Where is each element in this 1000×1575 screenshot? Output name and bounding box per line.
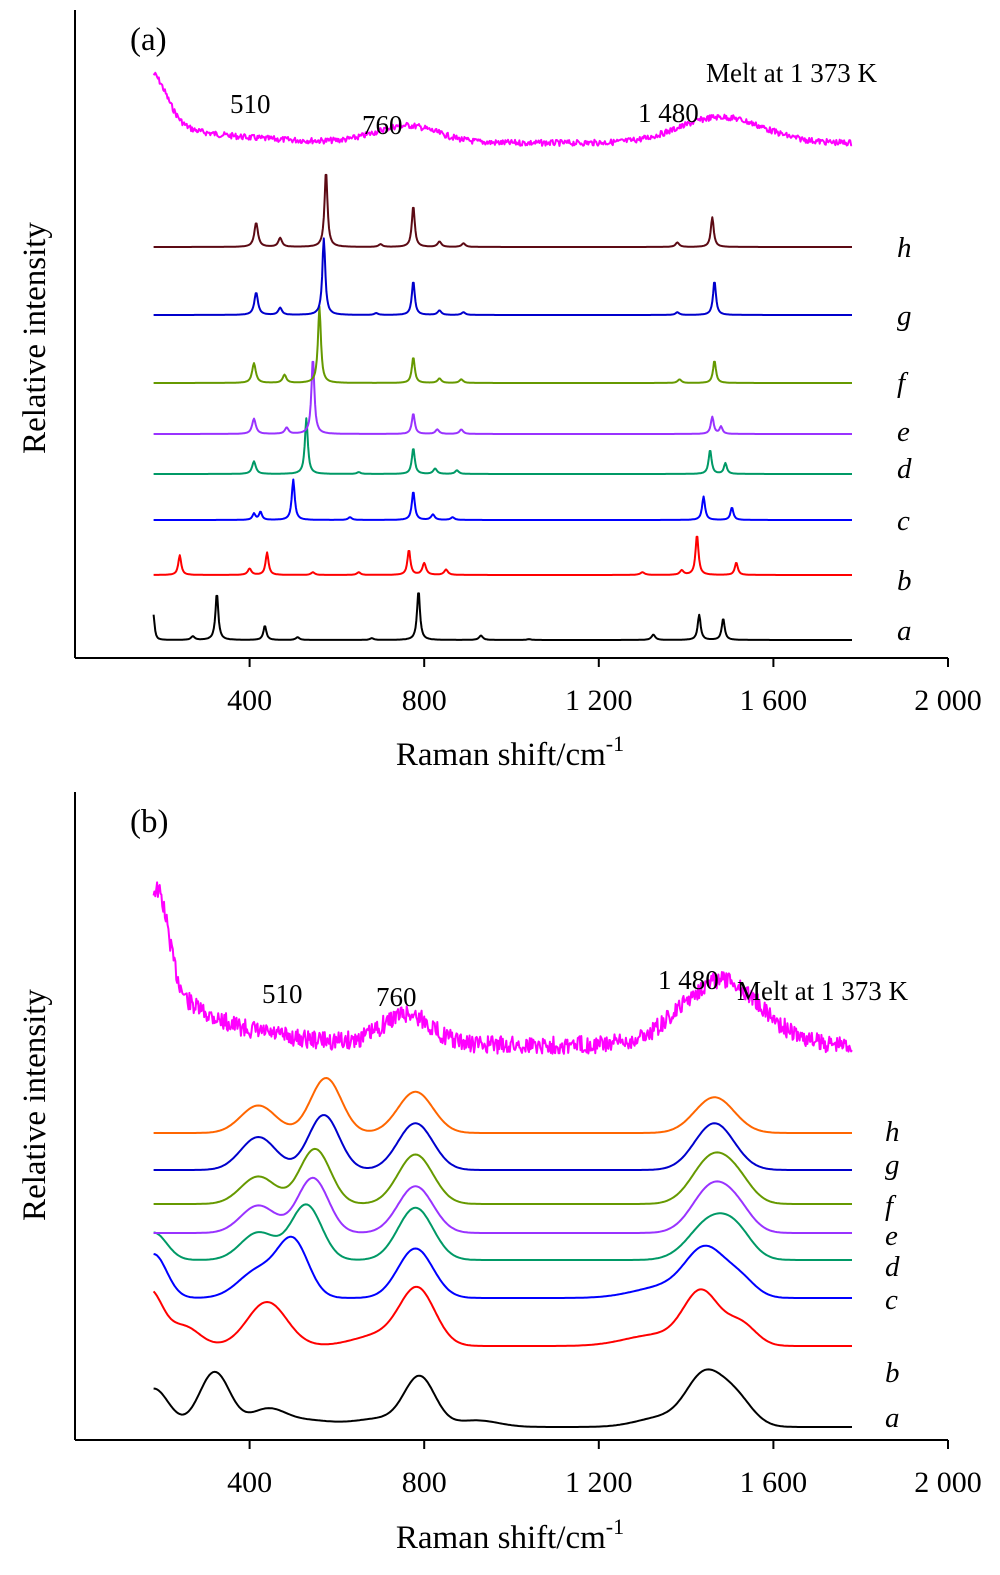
panel-b-curves: [152, 881, 853, 1428]
panel-b-series-label-h: h: [885, 1116, 900, 1148]
panel-b-x-tick-label-400: 400: [227, 1466, 272, 1499]
panel-b-peak-label-1480: 1 480: [658, 965, 719, 995]
panel-b-series-b: [152, 1285, 852, 1347]
panel-b-series-h: [153, 1077, 852, 1134]
panel-b-melt-label: Melt at 1 373 K: [737, 976, 908, 1006]
panel-a-series-g: [153, 237, 853, 316]
panel-a-series-b: [153, 535, 853, 576]
panel-b-series-label-a: a: [885, 1402, 900, 1434]
panel-a-series-label-f: f: [897, 367, 909, 399]
panel-b-x-axis-title-sup: -1: [606, 1514, 624, 1539]
panel-a-x-tick-label-1600: 1 600: [740, 684, 808, 717]
panel-b-melt-spectrum: [152, 881, 853, 1055]
panel-b-y-axis-title: Relative intensity: [17, 989, 53, 1221]
panel-b-series-f: [153, 1147, 852, 1205]
panel-b-series-a: [153, 1368, 852, 1428]
panel-a-x-tick-labels: 400 800 1 200 1 600 2 000: [227, 684, 982, 717]
panel-b-peak-label-760: 760: [376, 982, 417, 1012]
panel-b-series-g: [153, 1114, 852, 1171]
panel-a-series-label-g: g: [897, 300, 912, 332]
panel-b-series-label-f: f: [885, 1190, 897, 1222]
panel-a-x-ticks: [248, 658, 949, 667]
panel-b-x-tick-label-800: 800: [402, 1466, 447, 1499]
panel-a-x-axis-title-sup: -1: [606, 731, 624, 756]
panel-b-x-axis-title: Raman shift/cm-1: [396, 1514, 624, 1556]
panel-a-series-label-d: d: [897, 453, 912, 485]
panel-a-series-c: [153, 478, 853, 521]
panel-a-series-label-c: c: [897, 505, 910, 537]
panel-a-x-axis-title: Raman shift/cm-1: [396, 731, 624, 773]
panel-b-series-e: [153, 1176, 852, 1234]
panel-a-series-label-h: h: [897, 232, 912, 264]
panel-a-series-label-b: b: [897, 565, 912, 597]
panel-a-peak-label-510: 510: [230, 89, 271, 119]
panel-b-x-tick-labels: 400 800 1 200 1 600 2 000: [227, 1466, 982, 1499]
panel-a-melt-label: Melt at 1 373 K: [706, 58, 877, 88]
panel-b-series-label-e: e: [885, 1220, 898, 1252]
panel-a-peak-label-1480: 1 480: [638, 98, 699, 128]
panel-b-series-label-b: b: [885, 1357, 900, 1389]
panel-a-series-label-e: e: [897, 416, 910, 448]
panel-a-label: (a): [130, 22, 167, 58]
panel-a-series-label-a: a: [897, 615, 912, 647]
panel-b-series-label-c: c: [885, 1284, 898, 1316]
panel-b-x-tick-label-1600: 1 600: [740, 1466, 808, 1499]
panel-b-peak-label-510: 510: [262, 979, 303, 1009]
panel-a-series-a: [152, 592, 853, 641]
panel-a-x-tick-label-800: 800: [402, 684, 447, 717]
panel-a: 400 800 1 200 1 600 2 000 (a) Relative inten…: [17, 10, 982, 773]
panel-a-y-axis-title: Relative intensity: [17, 222, 53, 454]
panel-a-curves: [152, 71, 853, 641]
panel-a-x-tick-label-400: 400: [227, 684, 272, 717]
panel-a-series-h: [153, 173, 853, 248]
panel-b-x-tick-label-1200: 1 200: [565, 1466, 633, 1499]
panel-a-peak-label-760: 760: [362, 110, 403, 140]
panel-b-x-axis-title-main: Raman shift/cm: [396, 1520, 606, 1556]
panel-b-series-d: [153, 1203, 852, 1261]
panel-b-series-label-d: d: [885, 1251, 900, 1283]
panel-a-series-d: [153, 417, 853, 475]
panel-a-series-e: [153, 360, 853, 435]
panel-a-x-axis-title-main: Raman shift/cm: [396, 737, 606, 773]
panel-b: 400 800 1 200 1 600 2 000 (b) Relative inten…: [17, 792, 982, 1556]
panel-b-series-c: [153, 1235, 852, 1299]
panel-a-series-f: [153, 305, 853, 384]
panel-b-x-tick-label-2000: 2 000: [914, 1466, 982, 1499]
panel-a-x-tick-label-2000: 2 000: [914, 684, 982, 717]
panel-a-x-tick-label-1200: 1 200: [565, 684, 633, 717]
panel-a-melt-spectrum: [152, 71, 853, 147]
panel-b-x-ticks: [248, 1440, 949, 1449]
panel-b-series-label-g: g: [885, 1149, 900, 1181]
panel-b-label: (b): [130, 804, 168, 840]
